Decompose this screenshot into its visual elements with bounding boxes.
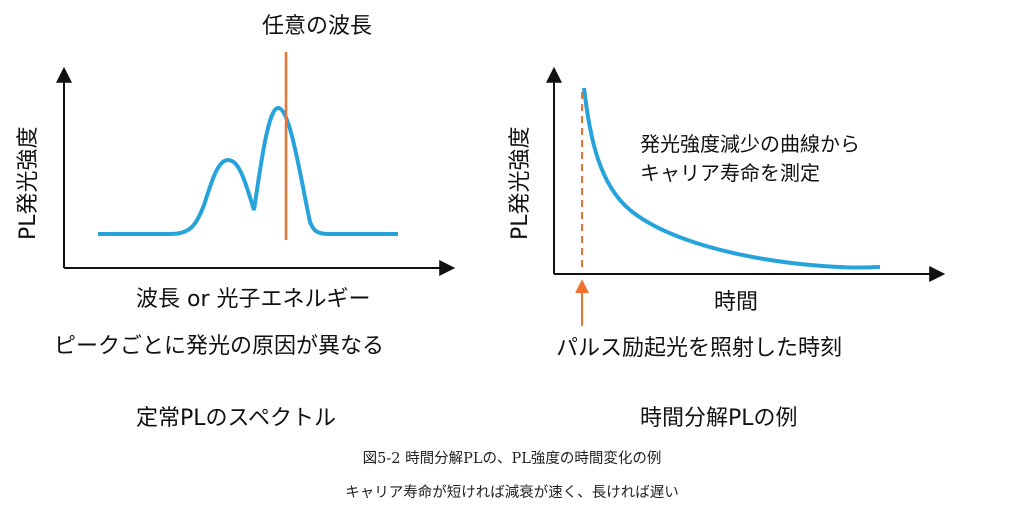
right-panel-title: 時間分解PLの例 xyxy=(640,406,798,431)
decay-annotation-line1: 発光強度減少の曲線から xyxy=(640,132,860,156)
decay-annotation-line2: キャリア寿命を測定 xyxy=(640,161,820,185)
steady-state-spectrum-curve xyxy=(98,105,398,236)
marker-label: 任意の波長 xyxy=(262,14,373,39)
figure-caption-line2: キャリア寿命が短ければ減衰が速く、長ければ遅い xyxy=(345,485,679,501)
excitation-label: パルス励起光を照射した時刻 xyxy=(556,336,843,361)
left-y-axis-label: PL発光強度 xyxy=(16,126,41,240)
right-x-axis-label: 時間 xyxy=(714,290,759,315)
left-note: ピークごとに発光の原因が異なる xyxy=(54,334,385,359)
right-y-axis-label: PL発光強度 xyxy=(508,126,533,240)
figure-caption-line1: 図5-2 時間分解PLの、PL強度の時間変化の例 xyxy=(362,451,662,467)
left-x-axis-label: 波長 or 光子エネルギー xyxy=(136,287,371,312)
left-panel-title: 定常PLのスペクトル xyxy=(136,406,336,431)
pl-decay-curve xyxy=(582,87,881,270)
